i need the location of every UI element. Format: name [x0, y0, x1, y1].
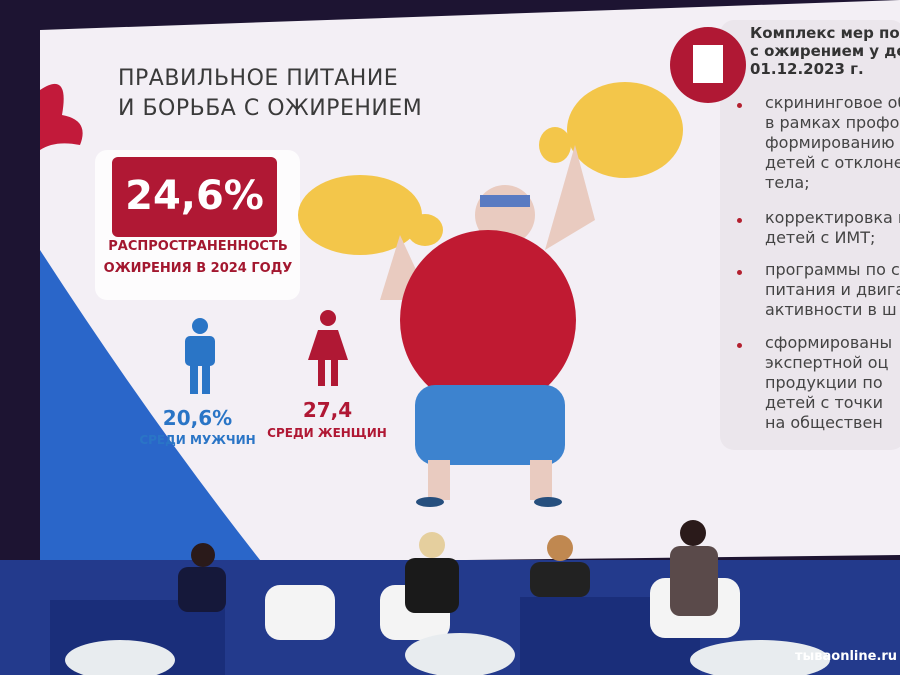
flowers	[65, 633, 830, 675]
athlete-illustration	[298, 82, 683, 507]
slide-title: И БОРЬБА С ОЖИРЕНИЕМ	[118, 96, 423, 121]
measure-line: продукции по	[765, 373, 883, 392]
bullet	[737, 218, 742, 223]
logo-leaf	[40, 83, 83, 150]
measures-heading: Комплекс мер по	[750, 24, 900, 42]
watermark: тываonline.ru	[795, 649, 898, 664]
measures-heading: с ожирением у де	[750, 42, 900, 60]
doc-icon-sheet	[693, 45, 723, 83]
measures-heading: 01.12.2023 г.	[750, 60, 864, 78]
measure-line: активности в ш	[765, 300, 897, 319]
measure-line: на обществен	[765, 413, 883, 432]
main-stat-caption: РАСПРОСТРАНЕННОСТЬ	[108, 239, 288, 254]
women-label: СРЕДИ ЖЕНЩИН	[267, 426, 387, 440]
speakers	[178, 520, 718, 616]
measure-line: детей с ИМТ;	[765, 228, 876, 247]
measure-line: тела;	[765, 173, 810, 192]
measure-line: детей с точки	[765, 393, 884, 412]
measure-line: программы по с	[765, 260, 900, 279]
men-label: СРЕДИ МУЖЧИН	[139, 433, 256, 447]
measure-line: питания и двига	[765, 280, 900, 299]
measure-line: экспертной оц	[765, 353, 889, 372]
main-stat-caption: ОЖИРЕНИЯ В 2024 ГОДУ	[103, 261, 293, 276]
main-stat: 24,6%	[125, 173, 264, 219]
stat-box	[112, 157, 277, 237]
measure-line: в рамках профос	[765, 113, 900, 132]
measure-line: скрининговое обс	[765, 93, 900, 112]
measures-panel	[720, 20, 900, 450]
man-icon	[185, 318, 215, 394]
bullet	[737, 343, 742, 348]
measure-line: корректировка м	[765, 208, 900, 227]
measure-line: формированию г	[765, 133, 900, 152]
women-stat: 27,4	[302, 398, 353, 422]
decor-wave	[40, 250, 260, 565]
men-stat: 20,6%	[162, 406, 233, 430]
measure-line: сформированы	[765, 333, 893, 352]
bullet	[737, 103, 742, 108]
bullet	[737, 270, 742, 275]
slide-title: ПРАВИЛЬНОЕ ПИТАНИЕ	[118, 66, 399, 91]
measure-line: детей с отклонен	[765, 153, 900, 172]
woman-icon	[308, 310, 348, 386]
